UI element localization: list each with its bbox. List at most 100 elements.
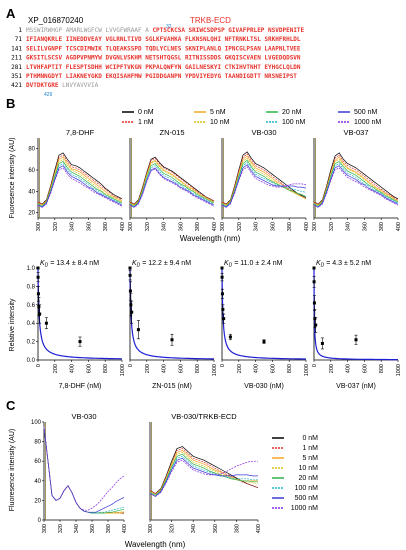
y-tick-label: 40: [34, 479, 41, 485]
legend-label: 0 nM: [302, 435, 318, 442]
x-tick-label: 400: [162, 364, 168, 373]
series-line: [313, 167, 399, 208]
panel-c-y-label: Fluoresence intensity (AU): [9, 429, 16, 511]
seq-row-number: 211: [11, 55, 22, 62]
x-tick-label: 320: [329, 222, 335, 231]
seq-ecd: PTHMNNGDYT LIAKNEYGKD EKQISAHFMW PGIDDGA…: [26, 73, 297, 80]
series-line: [149, 448, 259, 494]
x-tick-label: 340: [74, 524, 80, 533]
data-point: [44, 321, 48, 325]
series-line: [129, 168, 215, 208]
kd-subscript: D: [321, 263, 325, 269]
legend-label: 100 nM: [282, 119, 306, 126]
series-line: [221, 151, 307, 205]
series-line: [37, 152, 123, 205]
y-tick-label: 20: [34, 498, 41, 504]
plot-title: VB-030: [71, 412, 96, 421]
x-tick-label: 300: [128, 222, 134, 231]
y-tick-label: 80: [28, 147, 35, 153]
x-tick-label: 340: [70, 222, 76, 231]
plot-title: VB-030/TRKB-ECD: [171, 412, 237, 421]
data-point: [128, 289, 132, 293]
x-tick-label: 340: [162, 222, 168, 231]
legend-label: 5 nM: [302, 455, 318, 462]
data-point: [312, 301, 316, 305]
x-tick-label: 340: [254, 222, 260, 231]
x-tick-label: 800: [379, 364, 385, 373]
panel-c-label: C: [6, 398, 16, 413]
legend-label: 1000 nM: [354, 119, 381, 126]
legend-label: 10 nM: [210, 119, 230, 126]
series-line: [149, 457, 258, 497]
fit-x-label: VB-030 (nM): [244, 383, 284, 390]
x-tick-label: 0: [220, 364, 226, 367]
data-point: [128, 273, 132, 277]
kd-subscript: D: [137, 263, 141, 269]
seq-row: PTHMNNGDYT LIAKNEYGKD EKQISAHFMW PGIDDGA…: [26, 73, 297, 80]
seq-row-number: 141: [11, 45, 22, 52]
seq-row: SELILVGNPF TCSCDIMWIK TLQEAKSSPD TQDLYCL…: [26, 45, 301, 52]
data-point: [170, 338, 174, 342]
x-tick-label: 360: [362, 222, 368, 231]
x-tick-label: 300: [220, 222, 226, 231]
kd-label: KD = 12.2 ± 9.4 nM: [132, 260, 191, 269]
legend-label: 5 nM: [210, 109, 226, 116]
data-point: [228, 335, 232, 339]
x-tick-label: 400: [304, 222, 310, 231]
data-point: [314, 323, 318, 327]
data-point: [320, 341, 324, 345]
seq-row: MSSWIRWHGP AMARLWGFCW LVVGFWRAAF A CPTSC…: [26, 27, 305, 34]
x-tick-label: 320: [145, 222, 151, 231]
series-line: [43, 426, 125, 511]
plot: 300 320 340 360 380 400 VB-030/TRKB-ECD: [148, 412, 262, 533]
x-tick-label: 400: [254, 364, 260, 373]
series-line: [221, 166, 307, 208]
seq-row-number: 1: [18, 27, 22, 34]
x-tick-label: 380: [379, 222, 385, 231]
x-tick-label: 400: [120, 222, 126, 231]
fit-curve: [221, 268, 306, 360]
kd-value: = 11.0 ± 2.4 nM: [232, 260, 282, 267]
marker-start: 32: [166, 24, 172, 30]
seq-row: GKSITLSCSV AGDPVPNMYW DVGNLVSKHM NETSHTQ…: [26, 55, 301, 62]
series-line: [313, 163, 399, 207]
x-tick-label: 800: [103, 364, 109, 373]
series-line: [313, 154, 399, 205]
spectrum-x-label: Wavelength (nm): [180, 234, 241, 243]
plot: 300 320 340 360 380 400 0 20 40 60 80 100 VB-030: [31, 412, 128, 533]
series-line: [221, 161, 307, 207]
data-point: [36, 275, 40, 279]
series-line: [313, 156, 399, 206]
seq-ecd: LTVHFAPTIT FLESPTSDHH WCIPFTVKGN PKPALQW…: [26, 64, 301, 71]
plot-title: 7,8-DHF: [66, 128, 95, 137]
data-point: [220, 275, 224, 279]
x-tick-label: 800: [287, 364, 293, 373]
x-tick-label: 360: [90, 524, 96, 533]
y-tick-label: 0.8: [27, 284, 36, 290]
fit-plot: 0 200 400 600 800 1000 KD = 11.0 ± 2.4 nM VB-03…: [220, 260, 310, 390]
x-tick-label: 600: [86, 364, 92, 373]
seq-transmembrane: LNVYAVVVIA: [62, 82, 99, 89]
data-point: [222, 317, 226, 321]
data-point: [130, 310, 134, 314]
legend-label: 20 nM: [299, 475, 319, 482]
legend-label: 500 nM: [295, 495, 319, 502]
fit-x-label: ZN-015 (nM): [152, 383, 192, 390]
series-line: [37, 156, 123, 206]
x-tick-label: 320: [237, 222, 243, 231]
kd-symbol: K: [224, 260, 229, 267]
seq-row-number: 71: [15, 36, 23, 43]
accession-label: XP_016870240: [28, 16, 84, 25]
series-line: [37, 154, 123, 205]
series-line: [149, 452, 259, 495]
series-line: [313, 152, 399, 205]
x-tick-label: 200: [53, 364, 59, 373]
x-tick-label: 300: [312, 222, 318, 231]
kd-symbol: K: [132, 260, 137, 267]
y-tick-label: 60: [28, 168, 35, 174]
fit-x-label: VB-037 (nM): [336, 383, 376, 390]
legend-b: 0 nM 1 nM 5 nM 10 nM 20 nM 100 nM 500 nM 1000 n…: [122, 109, 381, 126]
